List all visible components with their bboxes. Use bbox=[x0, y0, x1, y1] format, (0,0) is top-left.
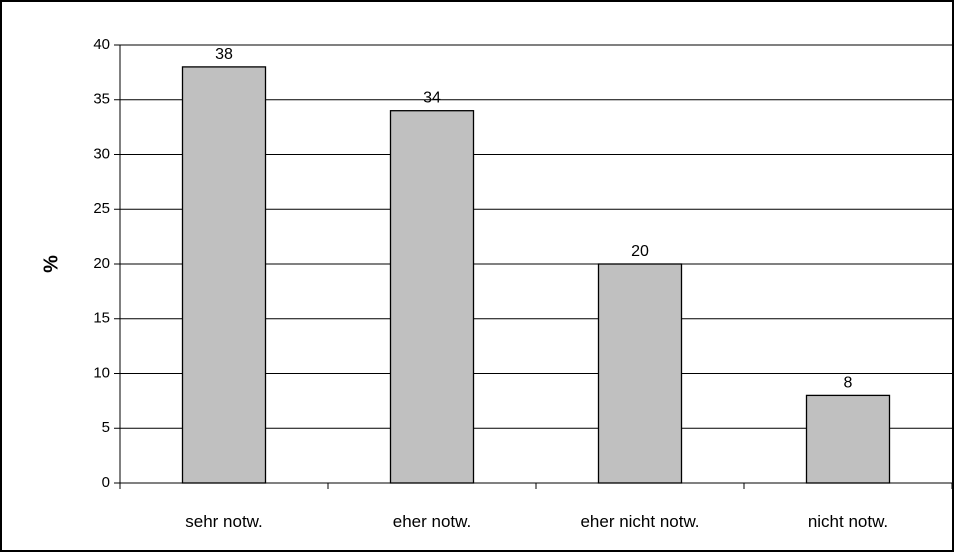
category-label: eher nicht notw. bbox=[580, 512, 699, 531]
category-label: eher notw. bbox=[393, 512, 471, 531]
y-tick-label: 30 bbox=[93, 145, 110, 162]
data-labels: 38 34 20 8 bbox=[215, 46, 853, 391]
bar bbox=[597, 263, 683, 484]
x-ticks bbox=[119, 483, 953, 489]
data-label: 34 bbox=[423, 90, 441, 107]
y-tick-label: 0 bbox=[102, 474, 110, 491]
y-tick-label: 10 bbox=[93, 364, 110, 381]
category-labels: sehr notw. eher notw. eher nicht notw. nich… bbox=[185, 512, 888, 531]
bar bbox=[805, 394, 891, 484]
y-tick-label: 20 bbox=[93, 255, 110, 272]
bar bbox=[181, 66, 267, 484]
y-axis-title: % bbox=[40, 255, 62, 273]
y-tick-label: 40 bbox=[93, 36, 110, 53]
y-tick-label: 15 bbox=[93, 310, 110, 327]
y-ticks: 0 5 10 15 20 25 30 35 40 bbox=[93, 36, 120, 491]
data-label: 20 bbox=[631, 243, 649, 260]
data-label: 8 bbox=[844, 374, 853, 391]
bars bbox=[181, 66, 891, 484]
category-label: sehr notw. bbox=[185, 512, 263, 531]
y-tick-label: 25 bbox=[93, 200, 110, 217]
y-tick-label: 35 bbox=[93, 91, 110, 108]
bar bbox=[389, 110, 475, 484]
y-tick-label: 5 bbox=[102, 419, 110, 436]
data-label: 38 bbox=[215, 46, 233, 63]
category-label: nicht notw. bbox=[808, 512, 888, 531]
